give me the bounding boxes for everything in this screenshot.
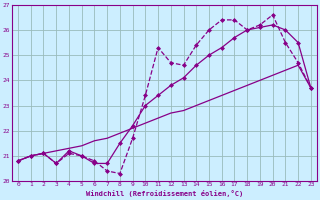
X-axis label: Windchill (Refroidissement éolien,°C): Windchill (Refroidissement éolien,°C)	[86, 190, 243, 197]
